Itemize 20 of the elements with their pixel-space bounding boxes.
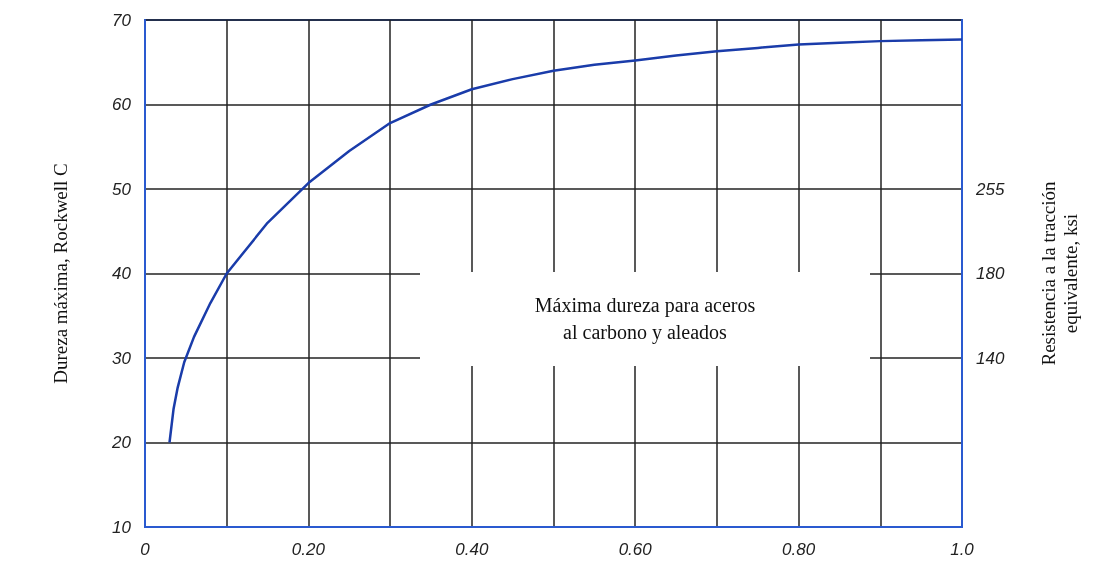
y-tick-label: 70 (112, 10, 132, 30)
x-tick-label: 0.60 (618, 540, 653, 559)
x-tick-label: 1.0 (950, 540, 975, 559)
x-tick-label: 0.40 (455, 540, 489, 559)
note-box: Máxima dureza para aceros al carbono y aleados (420, 272, 870, 366)
category-label: 255 (976, 179, 1005, 199)
x-tick-label: 0 (140, 540, 151, 559)
y-tick-label: 10 (112, 517, 132, 537)
line-series (168, 38, 964, 444)
y-tick-label: 40 (112, 264, 132, 283)
category-label: 140 (976, 348, 1005, 368)
y-tick-label: 60 (112, 95, 132, 114)
y-axis-title: Dureza máxima, Rockwell C (50, 163, 71, 384)
y-tick-label: 20 (111, 433, 132, 452)
x-tick-label: 0.80 (782, 540, 816, 559)
y-tick-label: 30 (112, 348, 132, 368)
category-label: 180 (976, 264, 1005, 283)
x-tick-label: 0.20 (291, 540, 326, 559)
y-tick-label: 50 (112, 179, 132, 199)
y2-axis-title: Resistencia a la tracción equivalente, ksi (1037, 180, 1081, 366)
